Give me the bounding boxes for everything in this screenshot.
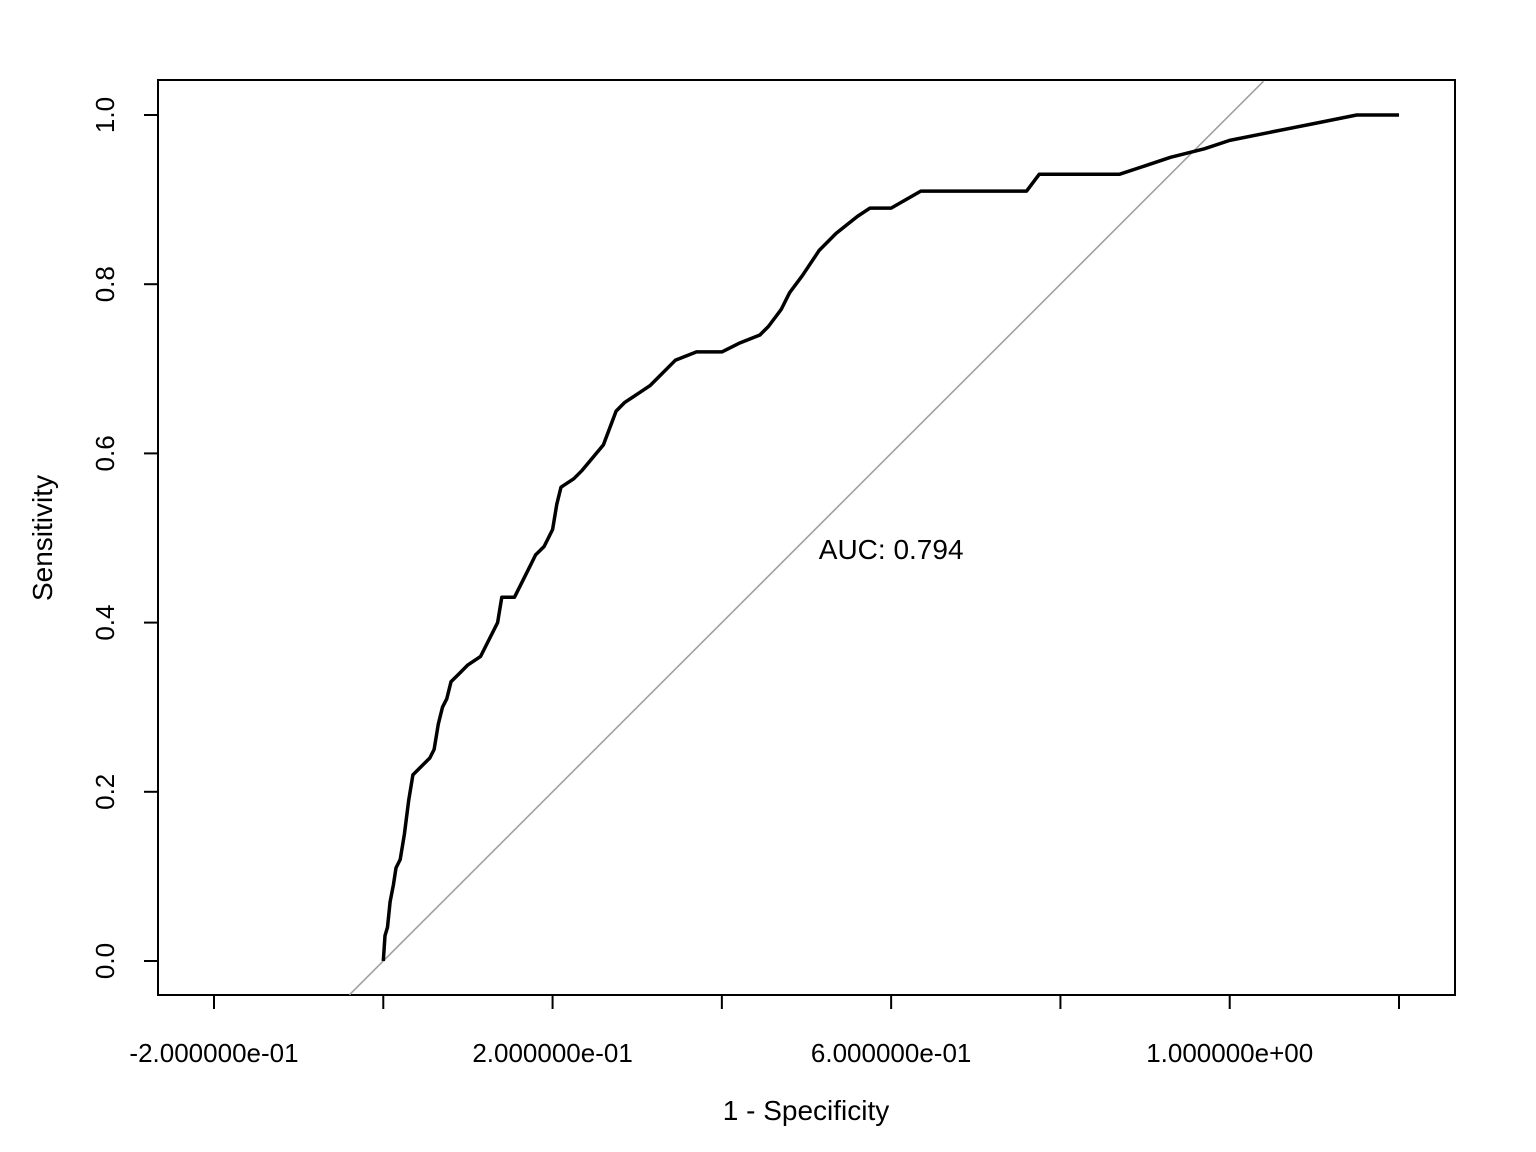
x-tick-label: 1.000000e+00 [1146,1038,1313,1068]
x-axis-title: 1 - Specificity [723,1095,890,1126]
plot-marks [348,80,1399,996]
x-tick-label: 2.000000e-01 [472,1038,632,1068]
x-axis: -2.000000e-01 2.000000e-01 6.000000e-01 1.0… [129,994,1400,1068]
y-tick-label: 0.4 [90,605,120,641]
x-tick-label: 6.000000e-01 [811,1038,971,1068]
y-tick-label: 0.8 [90,266,120,302]
y-tick-label: 0.2 [90,774,120,810]
y-tick-label: 1.0 [90,97,120,133]
x-tick-label: -2.000000e-01 [129,1038,298,1068]
y-axis-title: Sensitivity [27,475,58,601]
auc-annotation: AUC: 0.794 [819,534,964,565]
roc-curve-line [381,113,1399,962]
y-axis: 0.0 0.2 0.4 0.6 0.8 1.0 [90,97,158,979]
reference-diagonal-line [348,80,1265,996]
y-tick-label: 0.0 [90,943,120,979]
y-tick-label: 0.6 [90,435,120,471]
